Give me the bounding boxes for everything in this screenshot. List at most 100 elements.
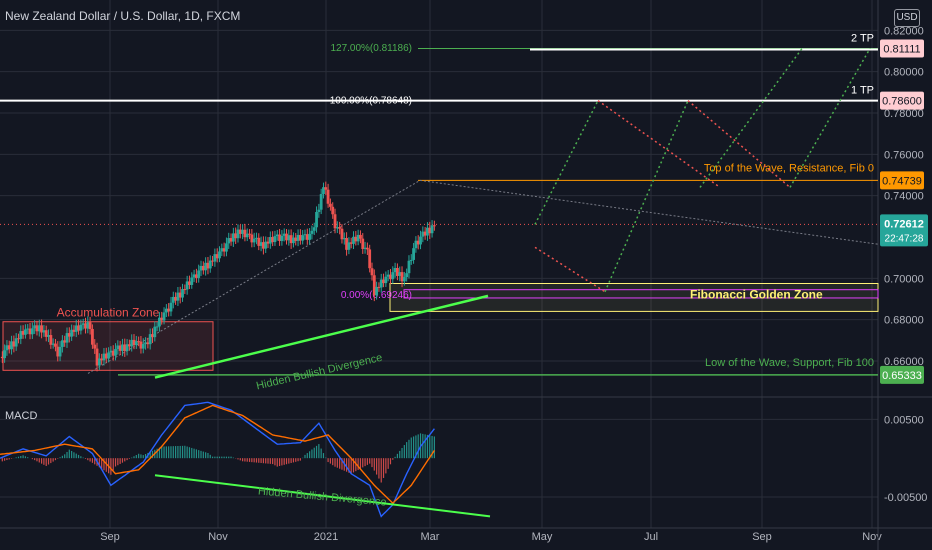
candle-body bbox=[151, 334, 154, 338]
divergence-line-macd bbox=[154, 474, 491, 518]
candle-body bbox=[324, 187, 328, 190]
candle-body bbox=[255, 237, 258, 239]
candle-body bbox=[197, 270, 201, 278]
candle-body bbox=[139, 341, 143, 349]
candle-body bbox=[245, 233, 249, 238]
candle-body bbox=[363, 247, 367, 249]
candle-body bbox=[287, 235, 291, 241]
divergence-line-price bbox=[154, 294, 489, 379]
candle-body bbox=[379, 279, 383, 288]
candle-body bbox=[33, 325, 37, 329]
candle-body bbox=[296, 234, 300, 241]
candle-body bbox=[63, 340, 67, 343]
candle-body bbox=[95, 348, 99, 366]
candle-body bbox=[162, 312, 166, 321]
candle-body bbox=[400, 272, 404, 282]
candle-body bbox=[176, 292, 180, 301]
candle-body bbox=[412, 248, 415, 260]
candle-body bbox=[144, 342, 147, 345]
candle-body bbox=[241, 229, 245, 234]
candle-body bbox=[391, 272, 395, 280]
candle-body bbox=[174, 296, 177, 301]
price-badge bbox=[880, 91, 924, 110]
candle-body bbox=[218, 251, 221, 259]
candle-body bbox=[365, 247, 369, 250]
candle-body bbox=[132, 339, 136, 346]
x-tick-label: Nov bbox=[208, 531, 228, 543]
candle-body bbox=[17, 338, 20, 340]
y-tick-label: 0.68000 bbox=[884, 315, 924, 327]
candle-body bbox=[56, 346, 60, 357]
candle-body bbox=[185, 281, 189, 290]
candle-body bbox=[222, 248, 226, 252]
candle-body bbox=[3, 350, 7, 359]
candle-body bbox=[208, 260, 212, 269]
x-tick-label: Nov bbox=[862, 531, 882, 543]
candle-body bbox=[303, 234, 307, 236]
candle-body bbox=[158, 317, 161, 327]
candle-body bbox=[194, 274, 198, 278]
candle-body bbox=[396, 268, 399, 276]
candle-body bbox=[259, 242, 263, 246]
candle-body bbox=[19, 331, 23, 339]
currency-button[interactable]: USD bbox=[894, 9, 920, 27]
candle-body bbox=[409, 259, 413, 261]
candle-body bbox=[405, 273, 409, 278]
macd-label: MACD bbox=[5, 410, 38, 422]
candle-body bbox=[155, 326, 159, 328]
price-badge-label: 0.81111 bbox=[883, 44, 920, 56]
current-price-badge bbox=[880, 214, 928, 247]
chart-title: New Zealand Dollar / U.S. Dollar, 1D, FX… bbox=[5, 9, 241, 23]
candle-body bbox=[329, 203, 332, 207]
candle-body bbox=[167, 308, 171, 312]
candle-body bbox=[234, 233, 238, 239]
candle-body bbox=[137, 341, 141, 343]
candle-body bbox=[333, 214, 337, 229]
candle-body bbox=[305, 234, 309, 240]
x-tick-label: Sep bbox=[100, 531, 120, 543]
x-tick-label: Jul bbox=[644, 531, 658, 543]
y-tick-label: 0.80000 bbox=[884, 67, 924, 79]
resistance-label: Top of the Wave, Resistance, Fib 0 bbox=[704, 162, 874, 174]
candle-body bbox=[282, 233, 286, 236]
price-badge bbox=[880, 365, 924, 384]
candle-body bbox=[236, 229, 240, 239]
candle-body bbox=[116, 345, 120, 350]
candle-body bbox=[134, 341, 138, 346]
candle-body bbox=[47, 335, 50, 337]
candle-body bbox=[308, 233, 312, 240]
candle-body bbox=[24, 329, 27, 335]
candle-body bbox=[169, 302, 173, 312]
price-badge bbox=[880, 39, 924, 58]
candle-body bbox=[77, 325, 80, 331]
candle-body bbox=[121, 344, 124, 351]
price-badge-label: 0.78600 bbox=[882, 96, 922, 108]
candle-body bbox=[72, 329, 76, 332]
candle-body bbox=[315, 211, 318, 228]
candle-body bbox=[65, 333, 69, 343]
candle-body bbox=[7, 345, 11, 350]
candle-body bbox=[70, 329, 74, 337]
candle-body bbox=[419, 236, 422, 245]
candle-body bbox=[14, 338, 18, 347]
candle-body bbox=[227, 238, 231, 244]
candle-body bbox=[188, 281, 191, 285]
candle-body bbox=[257, 237, 261, 246]
candle-body bbox=[266, 241, 270, 244]
trend-line-down bbox=[419, 179, 879, 245]
projection-path bbox=[687, 100, 791, 188]
candle-body bbox=[74, 325, 78, 332]
projection-path bbox=[534, 246, 606, 293]
candle-body bbox=[349, 242, 353, 244]
candle-body bbox=[12, 341, 16, 347]
candle-body bbox=[211, 260, 214, 262]
candle-body bbox=[426, 227, 429, 236]
candle-body bbox=[183, 289, 187, 291]
accumulation-zone-label: Accumulation Zone bbox=[57, 306, 160, 320]
price-badge-label: 0.65333 bbox=[882, 370, 922, 382]
candle-body bbox=[26, 328, 30, 330]
candle-body bbox=[275, 234, 279, 237]
candle-body bbox=[428, 227, 432, 234]
